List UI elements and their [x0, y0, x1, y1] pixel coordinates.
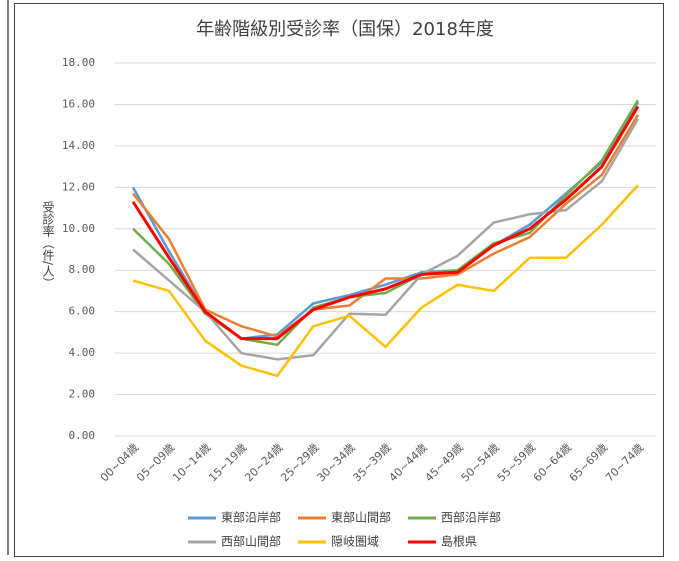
legend-label: 島根県 — [441, 534, 477, 549]
legend-label: 東部山間部 — [331, 510, 391, 525]
legend-label: 西部沿岸部 — [441, 510, 501, 525]
y-axis-label: 受診率（件/人） — [41, 201, 55, 289]
legend-label: 西部山間部 — [221, 534, 281, 549]
chart-border — [14, 3, 664, 557]
y-tick-label: 12.00 — [62, 180, 95, 193]
legend-label: 隠岐圏域 — [331, 535, 379, 549]
y-tick-label: 18.00 — [62, 56, 95, 69]
series-line — [131, 105, 640, 341]
y-tick-label: 2.00 — [69, 388, 96, 401]
chart-title: 年齢階級別受診率（国保）2018年度 — [196, 19, 494, 40]
legend-label: 東部沿岸部 — [221, 510, 281, 525]
series-line — [132, 184, 639, 378]
y-tick-label: 6.00 — [69, 305, 96, 318]
series-line — [132, 114, 640, 338]
y-tick-label: 16.00 — [62, 97, 95, 110]
y-tick-label: 8.00 — [69, 263, 96, 276]
series-line — [132, 118, 640, 361]
y-tick-label: 0.00 — [69, 429, 96, 442]
y-tick-label: 14.00 — [62, 139, 95, 152]
y-tick-label: 4.00 — [69, 346, 96, 359]
y-tick-label: 10.00 — [62, 222, 95, 235]
